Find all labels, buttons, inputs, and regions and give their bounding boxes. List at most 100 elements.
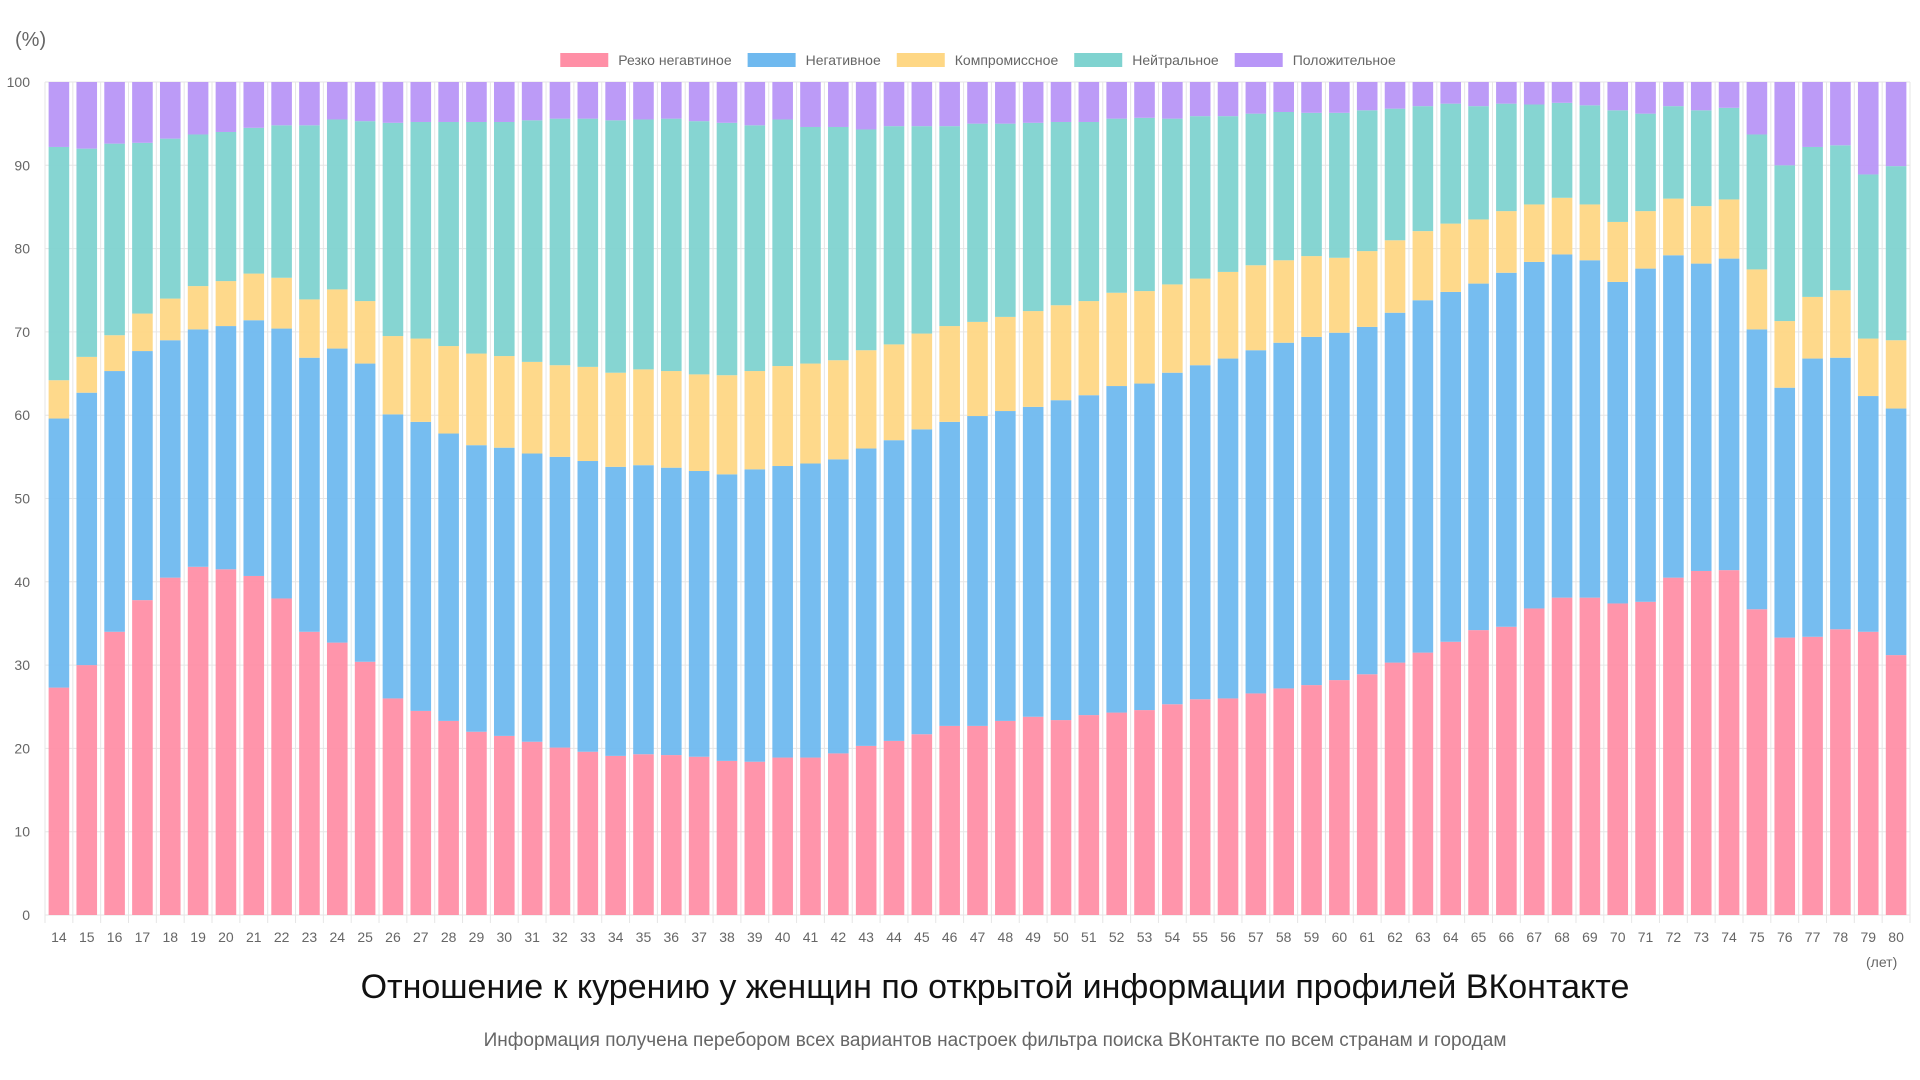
bar-segment[interactable] bbox=[577, 366, 599, 462]
bar-segment[interactable] bbox=[1718, 107, 1740, 200]
bar-segment[interactable] bbox=[354, 363, 376, 662]
bar-segment[interactable] bbox=[1050, 720, 1072, 915]
bar-segment[interactable] bbox=[1245, 350, 1267, 694]
bar-segment[interactable] bbox=[1718, 258, 1740, 571]
bar-segment[interactable] bbox=[605, 372, 626, 467]
bar-segment[interactable] bbox=[187, 566, 209, 915]
bar-segment[interactable] bbox=[1496, 82, 1517, 104]
bar-segment[interactable] bbox=[1412, 231, 1434, 301]
legend-item[interactable]: Резко негавтиное bbox=[560, 52, 732, 68]
bar-segment[interactable] bbox=[577, 751, 599, 915]
bar-segment[interactable] bbox=[1078, 121, 1100, 302]
bar-segment[interactable] bbox=[1412, 82, 1434, 107]
bar-segment[interactable] bbox=[1774, 165, 1796, 322]
bar-segment[interactable] bbox=[466, 731, 487, 915]
bar-segment[interactable] bbox=[1690, 110, 1712, 207]
bar-segment[interactable] bbox=[76, 665, 98, 915]
bar-segment[interactable] bbox=[911, 126, 933, 334]
bar-segment[interactable] bbox=[132, 82, 153, 143]
bar-segment[interactable] bbox=[633, 754, 654, 915]
bar-segment[interactable] bbox=[800, 82, 821, 127]
bar-segment[interactable] bbox=[1134, 383, 1155, 711]
bar-segment[interactable] bbox=[1635, 211, 1656, 269]
bar-segment[interactable] bbox=[299, 125, 320, 300]
bar-segment[interactable] bbox=[1635, 113, 1656, 212]
bar-segment[interactable] bbox=[1245, 113, 1267, 266]
bar-segment[interactable] bbox=[1468, 106, 1489, 220]
bar-segment[interactable] bbox=[967, 123, 988, 322]
bar-segment[interactable] bbox=[1134, 291, 1155, 384]
bar-segment[interactable] bbox=[1496, 626, 1517, 915]
bar-segment[interactable] bbox=[1050, 121, 1072, 306]
bar-segment[interactable] bbox=[1245, 265, 1267, 351]
bar-segment[interactable] bbox=[104, 335, 125, 372]
bar-segment[interactable] bbox=[1690, 570, 1712, 915]
bar-segment[interactable] bbox=[299, 299, 320, 358]
bar-segment[interactable] bbox=[549, 118, 571, 366]
bar-segment[interactable] bbox=[76, 82, 98, 149]
bar-segment[interactable] bbox=[939, 421, 960, 726]
bar-segment[interactable] bbox=[1635, 601, 1656, 915]
bar-segment[interactable] bbox=[1078, 82, 1100, 122]
bar-segment[interactable] bbox=[995, 411, 1016, 721]
bar-segment[interactable] bbox=[521, 120, 543, 362]
bar-segment[interactable] bbox=[1022, 122, 1044, 312]
bar-segment[interactable] bbox=[772, 757, 793, 915]
bar-segment[interactable] bbox=[1746, 269, 1768, 330]
bar-segment[interactable] bbox=[549, 747, 571, 915]
bar-segment[interactable] bbox=[633, 119, 654, 370]
bar-segment[interactable] bbox=[855, 745, 877, 915]
bar-segment[interactable] bbox=[772, 466, 793, 758]
bar-segment[interactable] bbox=[855, 129, 877, 351]
bar-segment[interactable] bbox=[493, 447, 515, 736]
bar-segment[interactable] bbox=[633, 369, 654, 466]
bar-segment[interactable] bbox=[1551, 254, 1573, 598]
bar-segment[interactable] bbox=[1106, 292, 1127, 387]
bar-segment[interactable] bbox=[1078, 715, 1100, 915]
bar-segment[interactable] bbox=[1690, 206, 1712, 264]
bar-segment[interactable] bbox=[1301, 112, 1322, 257]
bar-segment[interactable] bbox=[354, 82, 376, 122]
bar-segment[interactable] bbox=[605, 466, 626, 756]
bar-segment[interactable] bbox=[1523, 82, 1545, 105]
bar-segment[interactable] bbox=[828, 82, 849, 127]
bar-segment[interactable] bbox=[410, 121, 432, 339]
bar-segment[interactable] bbox=[1579, 597, 1601, 915]
bar-segment[interactable] bbox=[1579, 260, 1601, 598]
bar-segment[interactable] bbox=[1468, 219, 1489, 284]
bar-segment[interactable] bbox=[1050, 305, 1072, 401]
bar-segment[interactable] bbox=[688, 374, 710, 472]
bar-segment[interactable] bbox=[939, 126, 960, 327]
bar-segment[interactable] bbox=[382, 122, 404, 337]
bar-segment[interactable] bbox=[995, 720, 1016, 915]
bar-segment[interactable] bbox=[633, 465, 654, 755]
bar-segment[interactable] bbox=[1440, 103, 1462, 224]
bar-segment[interactable] bbox=[1162, 82, 1183, 119]
bar-segment[interactable] bbox=[243, 320, 265, 576]
bar-segment[interactable] bbox=[661, 82, 682, 119]
bar-segment[interactable] bbox=[1440, 82, 1462, 104]
bar-segment[interactable] bbox=[132, 600, 153, 915]
bar-segment[interactable] bbox=[438, 433, 459, 721]
bar-segment[interactable] bbox=[1551, 597, 1573, 915]
bar-segment[interactable] bbox=[605, 120, 626, 373]
bar-segment[interactable] bbox=[688, 471, 710, 757]
bar-segment[interactable] bbox=[410, 421, 432, 711]
bar-segment[interactable] bbox=[271, 328, 292, 599]
bar-segment[interactable] bbox=[883, 126, 905, 345]
bar-segment[interactable] bbox=[271, 277, 292, 329]
bar-segment[interactable] bbox=[521, 741, 543, 915]
bar-segment[interactable] bbox=[466, 121, 487, 354]
bar-segment[interactable] bbox=[215, 569, 237, 915]
bar-segment[interactable] bbox=[744, 125, 766, 372]
bar-segment[interactable] bbox=[1162, 372, 1183, 705]
bar-segment[interactable] bbox=[187, 286, 209, 330]
bar-segment[interactable] bbox=[243, 82, 265, 128]
bar-segment[interactable] bbox=[438, 720, 459, 915]
bar-segment[interactable] bbox=[438, 82, 459, 122]
bar-segment[interactable] bbox=[1329, 82, 1350, 113]
bar-segment[interactable] bbox=[1718, 570, 1740, 915]
bar-segment[interactable] bbox=[521, 361, 543, 454]
bar-segment[interactable] bbox=[1384, 108, 1406, 241]
bar-segment[interactable] bbox=[159, 138, 181, 299]
